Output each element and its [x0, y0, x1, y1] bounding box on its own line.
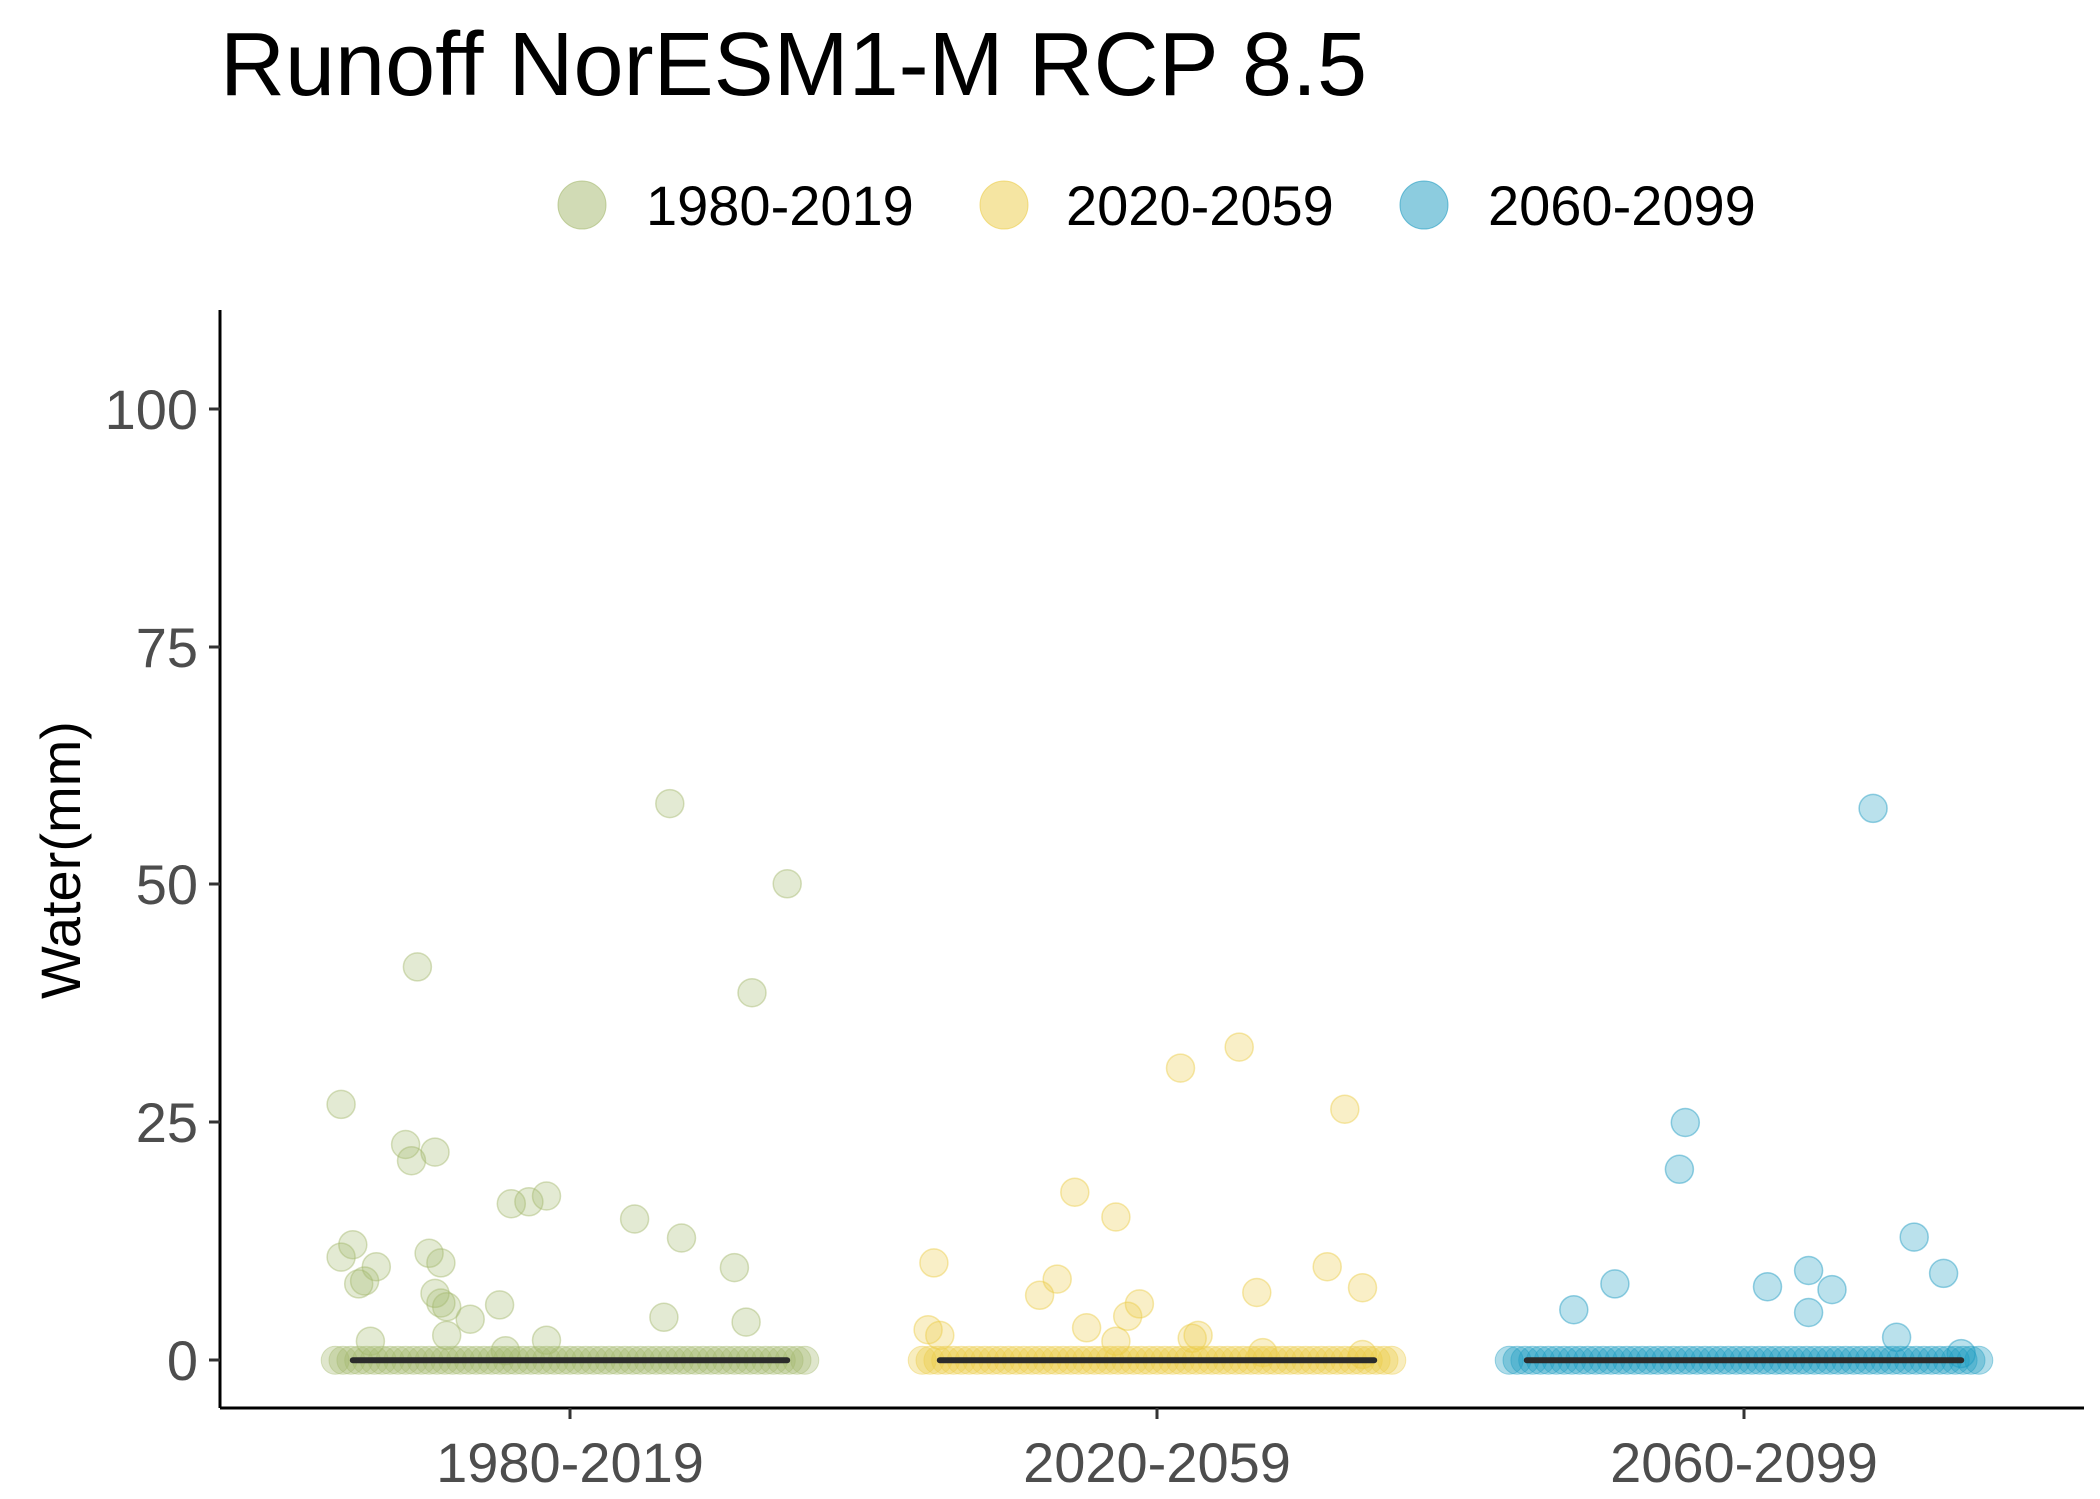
data-point-1980-2019-20	[496, 1188, 527, 1219]
y-tick-label-25: 25	[136, 1091, 198, 1154]
data-point-2020-2059-7	[1101, 1202, 1131, 1232]
y-axis-title: Water(mm)	[29, 721, 92, 999]
data-point-2060-2099-3	[1670, 1107, 1701, 1138]
x-tick-label-1980-2019: 1980-2019	[436, 1431, 704, 1494]
legend-swatch-2020-2059	[979, 180, 1029, 230]
x-axis: 1980-2019 2020-2059 2060-2099	[220, 1406, 2084, 1494]
data-point-1980-2019-21	[514, 1187, 544, 1217]
plot-area	[320, 788, 1994, 1375]
data-point-2020-2059-15	[1242, 1277, 1272, 1308]
zero-point-2060-2099	[1494, 1345, 1524, 1375]
legend-swatch-2060-2099	[1399, 180, 1449, 230]
data-point-1980-2019-31	[772, 869, 802, 899]
data-point-2020-2059-13	[1183, 1320, 1213, 1351]
data-point-1980-2019-0	[326, 1089, 356, 1120]
data-point-2020-2059-12	[1177, 1323, 1207, 1354]
x-tick-label-2020-2059: 2020-2059	[1023, 1431, 1291, 1494]
data-point-1980-2019-3	[343, 1269, 374, 1299]
data-point-2020-2059-9	[1112, 1301, 1143, 1332]
data-point-1980-2019-6	[355, 1326, 386, 1356]
data-point-1980-2019-30	[737, 977, 767, 1008]
data-point-2020-2059-17	[1312, 1251, 1342, 1282]
data-point-1980-2019-27	[666, 1223, 697, 1253]
data-point-2020-2059-4	[1042, 1264, 1072, 1294]
data-point-2060-2099-6	[1793, 1297, 1824, 1328]
zero-point-2020-2059	[1377, 1345, 1407, 1375]
data-point-1980-2019-12	[426, 1248, 456, 1278]
data-point-2060-2099-8	[1858, 793, 1888, 824]
legend-label-2020-2059: 2020-2059	[1066, 174, 1334, 237]
data-point-2060-2099-9	[1881, 1322, 1912, 1353]
data-point-1980-2019-28	[719, 1252, 750, 1283]
data-point-2020-2059-5	[1060, 1177, 1090, 1207]
data-point-1980-2019-18	[484, 1290, 515, 1320]
data-point-2020-2059-19	[1347, 1272, 1378, 1303]
data-point-2020-2059-20	[1347, 1339, 1378, 1370]
zero-point-1980-2019	[320, 1345, 350, 1375]
data-point-1980-2019-24	[619, 1204, 650, 1234]
legend-label-2060-2099: 2060-2099	[1488, 174, 1756, 237]
data-point-2060-2099-4	[1752, 1271, 1783, 1302]
data-point-1980-2019-23	[531, 1325, 562, 1355]
data-point-1980-2019-17	[455, 1304, 485, 1334]
data-point-2020-2059-3	[1024, 1280, 1055, 1311]
data-points	[320, 788, 1994, 1375]
data-point-2020-2059-0	[913, 1314, 943, 1345]
data-point-2060-2099-2	[1664, 1154, 1695, 1185]
data-point-2060-2099-12	[1946, 1338, 1976, 1369]
data-point-2020-2059-18	[1330, 1094, 1360, 1124]
y-tick-label-0: 0	[167, 1329, 198, 1392]
data-point-2020-2059-1	[919, 1248, 949, 1278]
data-point-1980-2019-15	[431, 1292, 462, 1322]
data-point-1980-2019-5	[361, 1251, 392, 1282]
data-point-2060-2099-0	[1559, 1294, 1589, 1325]
data-point-1980-2019-14	[426, 1288, 456, 1318]
data-point-2020-2059-10	[1124, 1289, 1155, 1319]
data-point-1980-2019-13	[420, 1278, 450, 1309]
data-point-2020-2059-8	[1101, 1326, 1131, 1356]
y-axis: 0 25 50 75 100 Water(mm)	[29, 310, 222, 1408]
data-point-1980-2019-10	[414, 1238, 444, 1269]
data-point-1980-2019-16	[431, 1320, 462, 1351]
data-point-2060-2099-10	[1899, 1222, 1929, 1252]
data-point-1980-2019-9	[402, 952, 433, 982]
data-point-2060-2099-1	[1600, 1269, 1630, 1299]
y-tick-label-75: 75	[136, 616, 198, 679]
legend-swatch-1980-2019	[557, 180, 607, 230]
data-point-1980-2019-25	[649, 1302, 679, 1333]
legend-label-1980-2019: 1980-2019	[646, 174, 914, 237]
data-point-1980-2019-11	[420, 1137, 450, 1167]
data-point-1980-2019-8	[396, 1145, 427, 1176]
data-point-1980-2019-29	[731, 1307, 761, 1337]
data-point-1980-2019-2	[338, 1229, 368, 1260]
data-point-1980-2019-7	[390, 1129, 421, 1160]
data-point-1980-2019-1	[326, 1242, 356, 1272]
data-point-2020-2059-6	[1071, 1313, 1102, 1343]
data-point-2060-2099-11	[1928, 1258, 1959, 1289]
data-point-1980-2019-26	[655, 788, 685, 819]
data-point-2060-2099-7	[1817, 1274, 1847, 1305]
legend: 1980-2019 2020-2059 2060-2099	[557, 174, 1756, 237]
data-point-1980-2019-22	[531, 1181, 562, 1211]
y-tick-label-100: 100	[105, 378, 198, 441]
zero-point-2060-2099	[1964, 1345, 1994, 1375]
data-point-2020-2059-2	[925, 1320, 955, 1351]
zero-point-2020-2059	[907, 1345, 937, 1375]
y-tick-label-50: 50	[136, 853, 198, 916]
x-tick-label-2060-2099: 2060-2099	[1610, 1431, 1878, 1494]
data-point-2020-2059-11	[1165, 1053, 1196, 1083]
data-point-1980-2019-4	[349, 1266, 380, 1296]
zero-point-1980-2019	[790, 1345, 820, 1375]
chart-title: Runoff NorESM1-M RCP 8.5	[220, 15, 1367, 115]
data-point-2060-2099-5	[1793, 1255, 1824, 1286]
data-point-2020-2059-14	[1224, 1032, 1254, 1062]
